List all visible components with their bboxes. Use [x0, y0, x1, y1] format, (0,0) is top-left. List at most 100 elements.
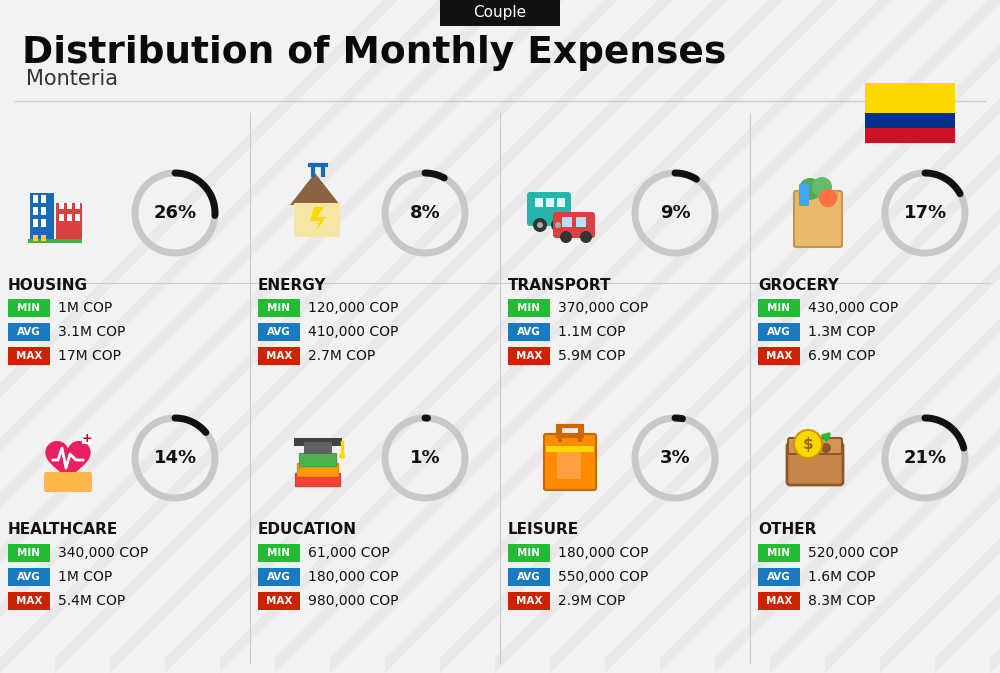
FancyBboxPatch shape	[758, 568, 800, 586]
FancyBboxPatch shape	[8, 323, 50, 341]
FancyBboxPatch shape	[557, 449, 581, 479]
FancyBboxPatch shape	[8, 592, 50, 610]
FancyBboxPatch shape	[8, 544, 50, 562]
Text: 410,000 COP: 410,000 COP	[308, 325, 398, 339]
FancyBboxPatch shape	[67, 214, 72, 221]
FancyBboxPatch shape	[41, 207, 46, 215]
FancyBboxPatch shape	[258, 568, 300, 586]
Text: MIN: MIN	[268, 303, 290, 313]
Text: 2.9M COP: 2.9M COP	[558, 594, 625, 608]
Text: 3.1M COP: 3.1M COP	[58, 325, 125, 339]
Text: 520,000 COP: 520,000 COP	[808, 546, 898, 560]
Text: GROCERY: GROCERY	[758, 277, 839, 293]
Text: 1.6M COP: 1.6M COP	[808, 570, 876, 584]
FancyBboxPatch shape	[8, 347, 50, 365]
FancyBboxPatch shape	[758, 347, 800, 365]
Circle shape	[799, 178, 821, 200]
FancyBboxPatch shape	[28, 239, 82, 243]
Text: MAX: MAX	[516, 351, 542, 361]
FancyBboxPatch shape	[33, 235, 38, 241]
Text: 1M COP: 1M COP	[58, 301, 112, 315]
Text: 8%: 8%	[410, 204, 440, 222]
FancyBboxPatch shape	[508, 299, 550, 317]
FancyBboxPatch shape	[788, 438, 842, 454]
FancyBboxPatch shape	[544, 434, 596, 490]
FancyBboxPatch shape	[75, 214, 80, 221]
FancyBboxPatch shape	[8, 568, 50, 586]
FancyBboxPatch shape	[758, 544, 800, 562]
FancyBboxPatch shape	[508, 568, 550, 586]
Circle shape	[551, 218, 565, 232]
FancyBboxPatch shape	[33, 195, 38, 203]
Text: 340,000 COP: 340,000 COP	[58, 546, 148, 560]
FancyBboxPatch shape	[294, 438, 342, 446]
FancyBboxPatch shape	[798, 191, 838, 199]
FancyBboxPatch shape	[794, 191, 842, 247]
FancyBboxPatch shape	[865, 128, 955, 143]
FancyBboxPatch shape	[59, 202, 64, 209]
Text: Distribution of Monthly Expenses: Distribution of Monthly Expenses	[22, 35, 726, 71]
FancyBboxPatch shape	[557, 198, 565, 207]
Text: OTHER: OTHER	[758, 522, 816, 538]
Text: MIN: MIN	[768, 548, 790, 558]
Text: AVG: AVG	[767, 572, 791, 582]
FancyBboxPatch shape	[527, 192, 571, 226]
Text: MIN: MIN	[518, 548, 540, 558]
Text: AVG: AVG	[517, 572, 541, 582]
Circle shape	[580, 231, 592, 243]
Text: MIN: MIN	[768, 303, 790, 313]
Text: 1.1M COP: 1.1M COP	[558, 325, 626, 339]
FancyBboxPatch shape	[8, 299, 50, 317]
FancyBboxPatch shape	[30, 193, 54, 241]
Circle shape	[819, 189, 837, 207]
Text: 180,000 COP: 180,000 COP	[308, 570, 398, 584]
Text: 14%: 14%	[153, 449, 197, 467]
FancyBboxPatch shape	[67, 202, 72, 209]
Text: MAX: MAX	[266, 351, 292, 361]
Text: MIN: MIN	[18, 303, 40, 313]
Circle shape	[533, 218, 547, 232]
FancyBboxPatch shape	[787, 443, 843, 485]
Text: MAX: MAX	[16, 596, 42, 606]
Text: $: $	[803, 437, 813, 452]
Text: 5.4M COP: 5.4M COP	[58, 594, 125, 608]
FancyBboxPatch shape	[553, 212, 595, 238]
Text: 180,000 COP: 180,000 COP	[558, 546, 648, 560]
Text: MAX: MAX	[266, 596, 292, 606]
Text: 9%: 9%	[660, 204, 690, 222]
Text: 21%: 21%	[903, 449, 947, 467]
Text: 430,000 COP: 430,000 COP	[808, 301, 898, 315]
FancyBboxPatch shape	[758, 299, 800, 317]
FancyBboxPatch shape	[546, 198, 554, 207]
Circle shape	[339, 453, 345, 459]
Text: 61,000 COP: 61,000 COP	[308, 546, 390, 560]
FancyBboxPatch shape	[258, 544, 300, 562]
FancyBboxPatch shape	[508, 323, 550, 341]
Text: MAX: MAX	[766, 351, 792, 361]
FancyBboxPatch shape	[59, 214, 64, 221]
Text: AVG: AVG	[767, 327, 791, 337]
FancyBboxPatch shape	[75, 202, 80, 209]
Polygon shape	[46, 441, 90, 481]
Text: 6.9M COP: 6.9M COP	[808, 349, 876, 363]
FancyBboxPatch shape	[258, 347, 300, 365]
Text: HOUSING: HOUSING	[8, 277, 88, 293]
FancyBboxPatch shape	[508, 544, 550, 562]
FancyBboxPatch shape	[44, 472, 92, 492]
FancyBboxPatch shape	[758, 592, 800, 610]
Circle shape	[560, 231, 572, 243]
FancyBboxPatch shape	[56, 203, 82, 241]
FancyBboxPatch shape	[258, 299, 300, 317]
Polygon shape	[310, 207, 326, 231]
Text: 3%: 3%	[660, 449, 690, 467]
Text: TRANSPORT: TRANSPORT	[508, 277, 612, 293]
Text: MAX: MAX	[766, 596, 792, 606]
Text: 1M COP: 1M COP	[58, 570, 112, 584]
Text: 1.3M COP: 1.3M COP	[808, 325, 875, 339]
FancyBboxPatch shape	[295, 473, 341, 487]
Text: +: +	[82, 433, 92, 446]
FancyBboxPatch shape	[299, 453, 337, 467]
Circle shape	[812, 177, 832, 197]
FancyBboxPatch shape	[546, 446, 594, 452]
Text: 17%: 17%	[903, 204, 947, 222]
